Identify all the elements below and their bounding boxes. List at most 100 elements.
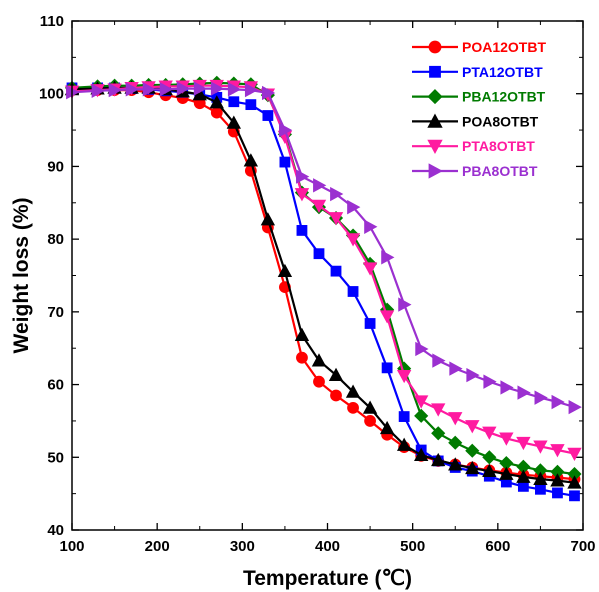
data-point-pta8otbt: [465, 420, 480, 434]
data-point-poa8otbt: [277, 263, 293, 278]
data-point-pta8otbt: [379, 310, 395, 324]
data-point-pba8otbt: [176, 81, 191, 96]
data-point-poa8otbt: [396, 437, 412, 451]
data-point-pba8otbt: [261, 85, 276, 101]
data-point-pba8otbt: [483, 374, 497, 389]
data-point-pta12otbt: [330, 265, 342, 277]
data-point-pba8otbt: [432, 353, 446, 368]
series-pba8otbt: [66, 81, 582, 415]
data-point-pta8otbt: [533, 440, 548, 454]
data-point-pta8otbt: [328, 212, 344, 226]
data-point-pba8otbt: [381, 250, 395, 265]
data-point-pba8otbt: [227, 82, 242, 97]
data-point-poa8otbt: [226, 115, 241, 129]
data-point-poa12otbt: [347, 401, 359, 414]
data-point-poa8otbt: [465, 460, 480, 475]
y-tick-label: 90: [47, 158, 64, 175]
legend-label: POA8OTBT: [462, 113, 539, 129]
data-point-pba8otbt: [534, 390, 548, 405]
data-point-poa12otbt: [210, 106, 223, 119]
data-point-poa8otbt: [362, 400, 378, 414]
data-point-pba12otbt: [482, 450, 497, 465]
data-point-pba8otbt: [517, 385, 531, 400]
data-point-pta12otbt: [535, 483, 546, 495]
data-point-pba8otbt: [125, 82, 139, 97]
data-point-pta12otbt: [552, 487, 563, 499]
data-point-pta8otbt: [414, 395, 429, 409]
legend-item-pba12otbt: PBA12OTBT: [412, 89, 546, 105]
data-point-pba8otbt: [568, 399, 582, 415]
data-point-pta8otbt: [499, 432, 514, 446]
data-point-pta12otbt: [313, 248, 325, 260]
series-pba12otbt: [64, 75, 582, 482]
data-point-pba8otbt: [210, 81, 225, 96]
data-point-poa8otbt: [448, 457, 463, 471]
data-point-poa8otbt: [345, 384, 361, 398]
data-point-poa8otbt: [311, 353, 327, 367]
legend-marker: [427, 89, 443, 105]
data-point-poa12otbt: [364, 415, 376, 427]
data-point-pba8otbt: [108, 82, 122, 98]
legend-label: POA12OTBT: [462, 39, 546, 55]
legend-item-pta8otbt: PTA8OTBT: [412, 138, 535, 154]
x-tick-label: 400: [315, 538, 340, 555]
legend-marker: [427, 139, 443, 155]
x-tick-label: 700: [570, 538, 595, 555]
data-point-pta12otbt: [364, 318, 376, 329]
data-point-pta8otbt: [362, 262, 378, 276]
data-point-pba12otbt: [414, 408, 429, 423]
data-point-pta12otbt: [517, 480, 529, 492]
data-point-poa8otbt: [482, 463, 497, 478]
data-point-poa8otbt: [243, 153, 259, 167]
data-point-pba8otbt: [159, 82, 174, 97]
data-point-pba8otbt: [398, 297, 412, 312]
data-point-pta12otbt: [398, 411, 410, 422]
y-tick-label: 110: [40, 13, 64, 30]
data-point-pba8otbt: [91, 83, 105, 98]
data-point-poa12otbt: [330, 389, 342, 402]
data-point-pba8otbt: [347, 199, 361, 215]
data-point-poa8otbt: [260, 212, 276, 226]
data-point-pta12otbt: [228, 96, 240, 108]
data-point-poa8otbt: [567, 475, 582, 489]
x-axis-title: Temperature (℃): [243, 567, 412, 590]
data-point-pba8otbt: [193, 81, 208, 96]
data-point-pta8otbt: [294, 188, 310, 202]
data-point-pba8otbt: [415, 341, 429, 357]
data-point-pba12otbt: [465, 443, 480, 458]
data-point-poa8otbt: [379, 420, 395, 435]
series-line-pba8otbt: [71, 87, 575, 409]
legend-label: PTA8OTBT: [462, 138, 535, 154]
legend-marker: [428, 163, 443, 179]
data-point-poa12otbt: [296, 351, 308, 364]
data-point-pta12otbt: [381, 362, 393, 374]
legend-item-pta12otbt: PTA12OTBT: [412, 64, 543, 80]
data-point-pta8otbt: [431, 403, 446, 417]
data-point-pta8otbt: [311, 199, 327, 214]
plot-frame: [71, 20, 584, 531]
data-point-pta12otbt: [569, 490, 580, 502]
tick-labels: 100 200 300 400 500 600 700 40 50 60 70 80 90 100 110: [39, 13, 596, 555]
legend-label: PBA12OTBT: [462, 89, 546, 105]
data-point-pba8otbt: [313, 178, 327, 193]
data-point-pba8otbt: [364, 219, 378, 234]
x-tick-label: 300: [230, 538, 255, 555]
data-point-poa8otbt: [516, 469, 531, 483]
y-axis-title: Weight loss (%): [10, 198, 33, 354]
data-point-poa8otbt: [550, 473, 565, 487]
data-point-pba8otbt: [330, 186, 344, 202]
data-point-pba12otbt: [431, 426, 446, 441]
data-point-pba8otbt: [500, 380, 514, 395]
x-tick-label: 200: [145, 538, 170, 555]
data-point-poa8otbt: [499, 466, 514, 480]
series-layer: [64, 75, 582, 502]
y-tick-label: 80: [47, 231, 64, 248]
data-point-pta8otbt: [550, 444, 565, 458]
data-point-pba12otbt: [448, 435, 463, 450]
data-point-poa8otbt: [431, 452, 446, 467]
legend: POA12OTBT PTA12OTBT PBA12OTBT POA8OTBT PTA8O…: [412, 39, 546, 179]
data-point-pta8otbt: [396, 369, 412, 384]
legend-marker: [428, 40, 442, 54]
